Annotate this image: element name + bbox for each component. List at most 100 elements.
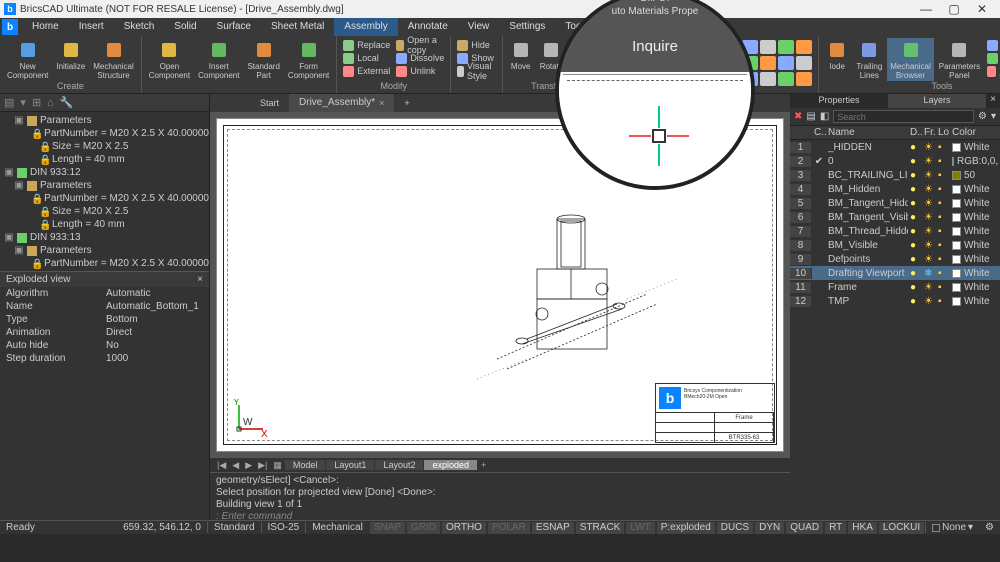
filter-icon[interactable]: ▤ bbox=[4, 96, 14, 109]
minimize-button[interactable]: — bbox=[912, 0, 940, 18]
layout-tab-model[interactable]: Model bbox=[285, 460, 327, 470]
status-quad[interactable]: QUAD bbox=[786, 522, 823, 534]
ribbon-unlink-button[interactable]: Unlink bbox=[396, 65, 444, 77]
maximize-button[interactable]: ▢ bbox=[940, 0, 968, 18]
tree-node[interactable]: ▣DIN 933:12 bbox=[0, 166, 209, 179]
menu-annotate[interactable]: Annotate bbox=[398, 18, 458, 36]
tree-node[interactable]: 🔒PartNumber = M20 X 2.5 X 40.00000 bbox=[0, 192, 209, 205]
ribbon-trailing-lines-button[interactable]: Trailing Lines bbox=[853, 38, 885, 81]
delete-layer-icon[interactable]: ✖ bbox=[794, 111, 802, 122]
layer-options-icon[interactable]: ▾ bbox=[991, 111, 996, 122]
ribbon-visual-style-button[interactable]: Visual Style bbox=[457, 65, 495, 77]
menu-solid[interactable]: Solid bbox=[164, 18, 206, 36]
status-iso[interactable]: ISO-25 bbox=[261, 522, 306, 533]
constraint-icon[interactable] bbox=[778, 72, 794, 86]
property-row[interactable]: AlgorithmAutomatic bbox=[0, 287, 209, 300]
inquire-button[interactable]: Inquire bbox=[559, 38, 751, 55]
menu-insert[interactable]: Insert bbox=[69, 18, 114, 36]
layout-add-icon[interactable]: + bbox=[478, 460, 489, 470]
menu-home[interactable]: Home bbox=[22, 18, 69, 36]
constraint-icon[interactable] bbox=[778, 56, 794, 70]
constraint-icon[interactable] bbox=[796, 56, 812, 70]
constraint-icon[interactable] bbox=[760, 40, 776, 54]
ribbon-move-button[interactable]: Move bbox=[507, 38, 535, 72]
layout-first-icon[interactable]: |◀ bbox=[214, 460, 229, 471]
ribbon-remove-structure-button[interactable]: Remove structure bbox=[987, 65, 1000, 77]
ribbon-standard-part-button[interactable]: Standard Part bbox=[244, 38, 282, 81]
logo-icon[interactable]: b bbox=[2, 19, 18, 35]
tree-node[interactable]: 🔒Size = M20 X 2.5 bbox=[0, 205, 209, 218]
col-current[interactable]: C... bbox=[812, 127, 826, 138]
menu-settings[interactable]: Settings bbox=[499, 18, 555, 36]
component-tree[interactable]: ▣Parameters🔒PartNumber = M20 X 2.5 X 40.… bbox=[0, 112, 209, 271]
property-row[interactable]: AnimationDirect bbox=[0, 326, 209, 339]
layer-row[interactable]: 8BM_Visible●☀▪White bbox=[790, 238, 1000, 252]
layer-row[interactable]: 4BM_Hidden●☀▪White bbox=[790, 182, 1000, 196]
close-button[interactable]: ✕ bbox=[968, 0, 996, 18]
layer-row[interactable]: 5BM_Tangent_Hidden●☀▪White bbox=[790, 196, 1000, 210]
layer-settings-icon[interactable]: ⚙ bbox=[978, 111, 987, 122]
col-lock[interactable]: Lo... bbox=[936, 127, 950, 138]
layer-states-icon[interactable]: ▤ bbox=[806, 111, 815, 122]
tree-icon[interactable]: ⌂ bbox=[47, 97, 54, 109]
layer-row[interactable]: 9Defpoints●☀▪White bbox=[790, 252, 1000, 266]
menu-assembly[interactable]: Assembly bbox=[334, 18, 397, 36]
constraint-icon[interactable] bbox=[760, 72, 776, 86]
ribbon-mechanical-browser-button[interactable]: Mechanical Browser bbox=[887, 38, 933, 81]
ribbon-insert-component-button[interactable]: Insert Component bbox=[195, 38, 242, 81]
tree-node[interactable]: ▣Parameters bbox=[0, 244, 209, 257]
tree-node[interactable]: 🔒Length = 40 mm bbox=[0, 153, 209, 166]
status-strack[interactable]: STRACK bbox=[576, 522, 625, 534]
layout-next-icon[interactable]: ▶ bbox=[242, 460, 255, 471]
layer-row[interactable]: 1_HIDDEN●☀▪White bbox=[790, 140, 1000, 154]
constraint-icon[interactable] bbox=[778, 40, 794, 54]
layer-row[interactable]: 11Frame●☀▪White bbox=[790, 280, 1000, 294]
tree-node[interactable]: 🔒Length = 40 mm bbox=[0, 218, 209, 231]
status-none[interactable]: None▾ bbox=[925, 522, 979, 533]
ribbon-mechanical-structure-button[interactable]: Mechanical Structure bbox=[90, 38, 136, 81]
tree-node[interactable]: ▣DIN 933:13 bbox=[0, 231, 209, 244]
status-ducs[interactable]: DUCS bbox=[717, 522, 753, 534]
new-tab-button[interactable]: + bbox=[394, 94, 419, 112]
status-snap[interactable]: SNAP bbox=[370, 522, 405, 534]
status-rt[interactable]: RT bbox=[825, 522, 846, 534]
layout-tab-layout1[interactable]: Layout1 bbox=[326, 460, 375, 470]
property-row[interactable]: Step duration1000 bbox=[0, 352, 209, 365]
collapse-icon[interactable]: ⊞ bbox=[32, 96, 41, 109]
col-name[interactable]: Name bbox=[826, 127, 908, 138]
layer-row[interactable]: 10Drafting Viewport s●❄▪White bbox=[790, 266, 1000, 280]
layout-tab-exploded[interactable]: exploded bbox=[424, 460, 478, 470]
col-freeze[interactable]: Fr... bbox=[922, 127, 936, 138]
tab-close-icon[interactable]: × bbox=[379, 94, 384, 112]
tree-node[interactable]: ▣Parameters bbox=[0, 114, 209, 127]
status-standard[interactable]: Standard bbox=[207, 522, 261, 533]
ribbon-lode-button[interactable]: lode bbox=[823, 38, 851, 72]
layer-row[interactable]: 2✔0●☀▪RGB:0,0, bbox=[790, 154, 1000, 168]
ribbon-new-component-button[interactable]: New Component bbox=[4, 38, 51, 81]
status-hka[interactable]: HKA bbox=[848, 522, 877, 534]
layout-menu-icon[interactable]: ▦ bbox=[270, 460, 285, 471]
ribbon-parameters-panel-button[interactable]: Parameters Panel bbox=[936, 38, 983, 81]
property-row[interactable]: TypeBottom bbox=[0, 313, 209, 326]
property-row[interactable]: Auto hideNo bbox=[0, 339, 209, 352]
expand-icon[interactable]: ▾ bbox=[20, 96, 26, 109]
status-esnap[interactable]: ESNAP bbox=[532, 522, 574, 534]
ribbon-form-component-button[interactable]: Form Component bbox=[285, 38, 332, 81]
settings-icon[interactable]: 🔧 bbox=[60, 96, 74, 109]
layer-row[interactable]: 7BM_Thread_Hidden●☀▪White bbox=[790, 224, 1000, 238]
menu-sheet-metal[interactable]: Sheet Metal bbox=[261, 18, 334, 36]
command-line[interactable]: geometry/sElect] <Cancel>: Select positi… bbox=[210, 472, 790, 520]
ribbon-recover-button[interactable]: Recover bbox=[987, 52, 1000, 64]
panel-close-icon[interactable]: × bbox=[197, 274, 203, 285]
ribbon-replace-button[interactable]: Replace bbox=[343, 39, 390, 51]
layer-row[interactable]: 3BC_TRAILING_LINES●☀▪50 bbox=[790, 168, 1000, 182]
status-lockui[interactable]: LOCKUI bbox=[879, 522, 924, 534]
tree-node[interactable]: 🔒PartNumber = M20 X 2.5 X 40.00000 bbox=[0, 257, 209, 270]
constraint-icon[interactable] bbox=[796, 40, 812, 54]
panel-close-icon[interactable]: × bbox=[986, 94, 1000, 108]
ribbon-dependencies-button[interactable]: Dependencies bbox=[987, 39, 1000, 51]
layer-row[interactable]: 6BM_Tangent_Visible●☀▪White bbox=[790, 210, 1000, 224]
layers-tab[interactable]: Layers bbox=[888, 94, 986, 108]
layout-tab-layout2[interactable]: Layout2 bbox=[375, 460, 424, 470]
ribbon-hide-button[interactable]: Hide bbox=[457, 39, 495, 51]
